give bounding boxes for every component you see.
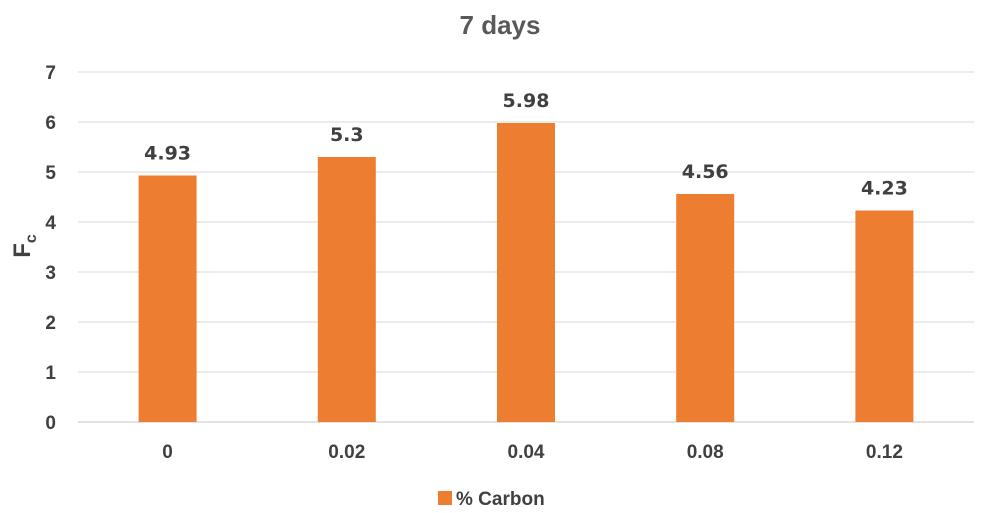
x-tick-label: 0 xyxy=(162,442,173,463)
y-tick-label: 5 xyxy=(45,163,56,184)
y-tick-label: 4 xyxy=(45,213,56,234)
y-axis-label: Fc xyxy=(9,234,40,258)
bar xyxy=(497,123,555,422)
x-tick-label: 0.12 xyxy=(866,442,903,463)
bar xyxy=(317,157,376,422)
x-tick-label: 0.02 xyxy=(328,442,365,463)
chart-title: 7 days xyxy=(460,10,541,40)
y-tick-label: 7 xyxy=(45,63,56,84)
y-tick-label: 1 xyxy=(45,363,56,384)
y-tick-label: 2 xyxy=(45,313,56,334)
data-label: 4.23 xyxy=(861,178,908,200)
legend-swatch xyxy=(438,491,452,505)
x-tick-label: 0.08 xyxy=(687,442,724,463)
bars xyxy=(138,123,914,422)
y-tick-label: 6 xyxy=(45,113,56,134)
legend: % Carbon xyxy=(438,489,545,510)
data-label: 5.3 xyxy=(330,124,364,146)
y-axis-label-subscript: c xyxy=(23,234,40,243)
y-axis-label-main: F xyxy=(9,243,36,258)
bar xyxy=(676,194,735,422)
bar xyxy=(138,175,197,422)
data-label: 5.98 xyxy=(503,90,550,112)
y-tick-label: 3 xyxy=(45,263,56,284)
x-tick-label: 0.04 xyxy=(508,442,545,463)
legend-label: % Carbon xyxy=(456,489,545,510)
x-tick-labels: 0 0.02 0.04 0.08 0.12 xyxy=(162,442,903,463)
y-tick-labels: 0 1 2 3 4 5 6 7 xyxy=(45,63,56,434)
bar xyxy=(855,210,914,422)
y-tick-label: 0 xyxy=(45,413,56,434)
data-labels: 4.93 5.3 5.98 4.56 4.23 xyxy=(144,90,908,200)
data-label: 4.93 xyxy=(144,143,191,165)
data-label: 4.56 xyxy=(682,161,729,183)
